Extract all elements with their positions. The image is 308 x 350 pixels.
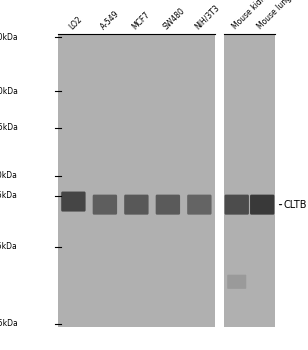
Text: 40kDa: 40kDa — [0, 171, 18, 180]
Text: 55kDa: 55kDa — [0, 123, 18, 132]
FancyBboxPatch shape — [250, 195, 274, 215]
FancyBboxPatch shape — [227, 275, 246, 289]
Text: 35kDa: 35kDa — [0, 191, 18, 200]
Text: SW480: SW480 — [161, 6, 187, 31]
Text: A-549: A-549 — [99, 9, 121, 31]
Text: 25kDa: 25kDa — [0, 242, 18, 251]
FancyBboxPatch shape — [124, 195, 148, 215]
FancyBboxPatch shape — [224, 34, 275, 327]
Text: CLTB: CLTB — [284, 199, 307, 210]
Text: 100kDa: 100kDa — [0, 33, 18, 42]
Text: 70kDa: 70kDa — [0, 86, 18, 96]
FancyBboxPatch shape — [156, 195, 180, 215]
FancyBboxPatch shape — [61, 191, 86, 211]
Text: MCF7: MCF7 — [130, 10, 151, 31]
FancyBboxPatch shape — [93, 195, 117, 215]
Text: 15kDa: 15kDa — [0, 319, 18, 328]
Text: Mouse lung: Mouse lung — [256, 0, 293, 31]
FancyBboxPatch shape — [58, 34, 215, 327]
Text: NIH/3T3: NIH/3T3 — [193, 3, 221, 31]
FancyBboxPatch shape — [187, 195, 212, 215]
Text: LO2: LO2 — [67, 14, 84, 31]
Text: Mouse kidney: Mouse kidney — [230, 0, 274, 31]
FancyBboxPatch shape — [225, 195, 249, 215]
